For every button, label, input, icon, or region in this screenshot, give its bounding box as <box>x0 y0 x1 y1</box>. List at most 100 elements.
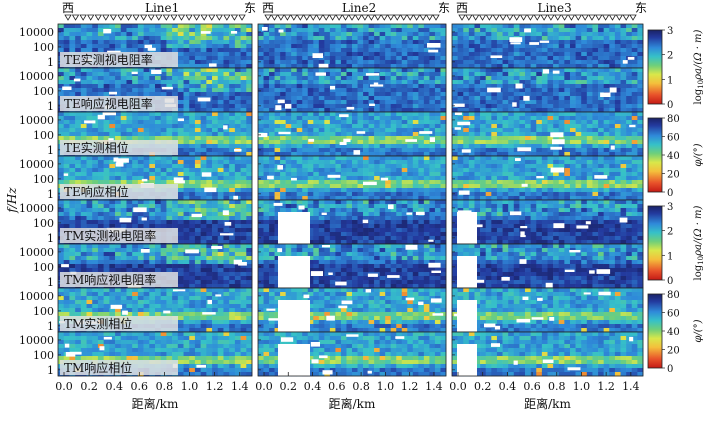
heat-cell <box>474 128 481 133</box>
heat-cell <box>313 188 320 193</box>
heat-cell <box>58 216 65 221</box>
heat-cell <box>229 36 236 41</box>
heat-cell <box>258 120 264 125</box>
heat-cell <box>246 180 253 185</box>
heat-cell <box>183 72 190 77</box>
heat-cell <box>80 180 87 185</box>
heat-cell <box>609 60 616 65</box>
heat-cell <box>223 196 230 201</box>
heat-cell <box>313 160 320 165</box>
heat-cell <box>401 156 408 161</box>
heat-cell <box>97 208 104 213</box>
heat-cell <box>357 192 364 197</box>
heat-cell <box>530 68 537 73</box>
heat-cell <box>291 64 298 69</box>
heat-cell <box>229 188 236 193</box>
heat-cell <box>631 192 638 197</box>
heat-cell <box>603 188 610 193</box>
heat-cell <box>385 108 392 113</box>
heat-cell <box>502 196 509 201</box>
heat-cell <box>603 104 610 109</box>
heat-cell <box>592 72 599 77</box>
heat-cell <box>132 200 139 205</box>
heat-cell <box>368 44 375 49</box>
heat-cell <box>609 108 616 113</box>
heat-cell <box>200 132 207 137</box>
heat-cell <box>626 184 633 189</box>
heat-cell <box>620 24 627 29</box>
heat-cell <box>329 92 336 97</box>
heat-cell <box>200 216 207 221</box>
heat-cell <box>63 72 70 77</box>
heat-cell <box>137 172 144 177</box>
heat-cell <box>480 120 487 125</box>
heat-cell <box>274 136 281 141</box>
heat-cell <box>440 196 447 201</box>
heat-cell <box>480 152 487 157</box>
heat-cell <box>223 188 230 193</box>
heat-cell <box>160 128 167 133</box>
heat-cell <box>581 108 588 113</box>
heat-cell <box>496 48 503 53</box>
heat-cell <box>418 36 425 41</box>
heat-cell <box>352 156 358 161</box>
heat-cell <box>626 60 633 65</box>
heat-cell <box>547 96 554 101</box>
heat-cell <box>385 124 392 129</box>
heat-cell <box>468 104 475 109</box>
heat-cell <box>598 184 604 189</box>
heat-cell <box>274 84 281 89</box>
heat-cell <box>598 68 604 73</box>
heat-cell <box>160 36 167 41</box>
heat-cell <box>480 80 487 85</box>
heat-cell <box>132 92 139 97</box>
heat-cell <box>160 204 167 209</box>
heat-cell <box>258 124 264 129</box>
heat-cell <box>200 188 207 193</box>
heat-cell <box>564 48 571 53</box>
heat-cell <box>457 68 464 73</box>
heat-cell <box>485 84 492 89</box>
heat-cell <box>586 104 593 109</box>
heat-cell <box>379 64 386 69</box>
heat-cell <box>217 124 224 129</box>
heat-cell <box>200 124 207 129</box>
heat-cell <box>240 172 247 177</box>
heat-cell <box>412 112 419 117</box>
heat-cell <box>368 80 375 85</box>
heat-cell <box>223 140 230 145</box>
heat-cell <box>513 132 520 137</box>
heat-cell <box>346 36 353 41</box>
heat-cell <box>280 96 286 101</box>
heat-cell <box>280 120 286 125</box>
heat-cell <box>296 48 303 53</box>
heat-cell <box>463 172 470 177</box>
heat-cell <box>324 92 331 97</box>
heat-cell <box>508 188 515 193</box>
heat-cell <box>223 84 230 89</box>
heat-cell <box>396 116 403 121</box>
heat-cell <box>513 184 520 189</box>
heat-cell <box>346 188 353 193</box>
heat-cell <box>132 84 139 89</box>
heat-cell <box>120 72 127 77</box>
heat-cell <box>525 128 531 133</box>
heat-cell <box>296 100 303 105</box>
heat-cell <box>296 196 303 201</box>
heat-cell <box>418 144 425 149</box>
heat-cell <box>166 168 173 173</box>
heat-cell <box>280 176 286 181</box>
heat-cell <box>418 68 425 73</box>
heat-cell <box>285 196 292 201</box>
heat-cell <box>212 136 219 141</box>
heat-cell <box>463 112 470 117</box>
heat-cell <box>457 60 464 65</box>
heat-cell <box>155 180 162 185</box>
heat-cell <box>541 156 548 161</box>
heat-cell <box>564 180 571 185</box>
heat-cell <box>637 180 644 185</box>
heat-cell <box>374 68 380 73</box>
heat-cell <box>474 136 481 141</box>
heat-cell <box>69 180 76 185</box>
heat-cell <box>390 164 397 169</box>
